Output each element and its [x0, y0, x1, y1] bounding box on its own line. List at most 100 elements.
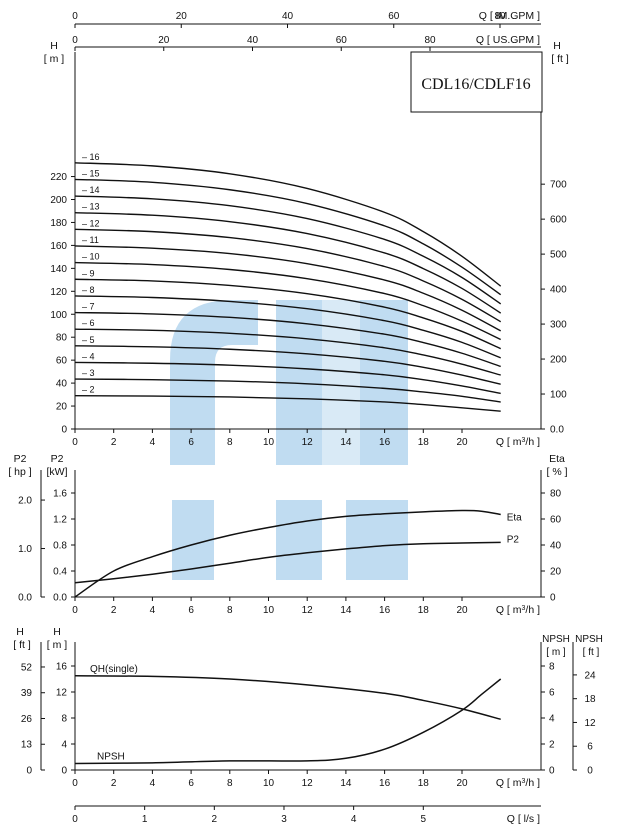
head-ft-tick-label: 700	[550, 180, 567, 191]
power-hp-tick-label: 0.0	[18, 593, 32, 604]
stage-label-15: – 15	[82, 168, 100, 178]
power-curve-p2	[74, 541, 501, 584]
npsh-q-tick-label: 4	[150, 778, 156, 789]
head-ft-tick-label: 600	[550, 215, 567, 226]
power-q-tick-label: 8	[227, 605, 233, 616]
stage-curve-5	[74, 345, 501, 385]
head-ft-tick-label: 200	[550, 355, 567, 366]
head-ft-axis-unit: [ ft ]	[551, 53, 569, 65]
head-m-tick-label: 180	[50, 218, 67, 229]
power-q-tick-label: 12	[302, 605, 314, 616]
stage-label-7: – 7	[82, 302, 95, 312]
power-q-tick-label: 0	[72, 605, 78, 616]
stage-label-13: – 13	[82, 202, 100, 212]
npsh-q-axis-label: Q [ m3/h ]	[496, 777, 540, 789]
imgpm-tick-label: 80	[494, 11, 506, 22]
head-m-tick-label: 80	[56, 333, 68, 344]
power-q-tick-label: 16	[379, 605, 391, 616]
head-q-tick-label: 12	[302, 437, 314, 448]
stage-label-3: – 3	[82, 368, 95, 378]
power-q-tick-label: 4	[150, 605, 156, 616]
npsh-q-tick-label: 10	[263, 778, 275, 789]
stage-curve-13	[74, 212, 502, 314]
head-ft-tick-label: 500	[550, 250, 567, 261]
npsh-ft-axis-unit: [ ft ]	[583, 647, 600, 658]
power-eta-tick-label: 80	[550, 489, 562, 500]
stage-curve-7	[74, 311, 501, 368]
watermark-letter-p	[346, 300, 408, 580]
npsh-q-tick-label: 6	[188, 778, 194, 789]
stage-curve-14	[74, 195, 502, 305]
ls-tick-label: 4	[351, 814, 357, 825]
head-m-tick-label: 120	[50, 287, 67, 298]
watermark-letter-c-upper	[170, 300, 258, 465]
head-q-tick-label: 0	[72, 437, 78, 448]
npsh-ft-tick-label: 6	[587, 742, 593, 753]
head-m-tick-label: 140	[50, 264, 67, 275]
npsh-m-tick-label: 6	[549, 688, 555, 699]
stage-label-10: – 10	[82, 252, 100, 262]
power-hp-tick-label: 2.0	[18, 496, 32, 507]
stage-curve-11	[74, 245, 502, 332]
imgpm-tick-label: 0	[72, 11, 78, 22]
npsh-hm-axis-unit: [ m ]	[47, 639, 67, 651]
npsh-q-tick-label: 12	[302, 778, 314, 789]
head-q-tick-label: 10	[263, 437, 275, 448]
imgpm-axis-label: Q [ IM.GPM ]	[479, 10, 540, 22]
power-eta-tick-label: 60	[550, 515, 562, 526]
stage-label-16: – 16	[82, 152, 100, 162]
power-q-tick-label: 20	[456, 605, 468, 616]
stage-label-11: – 11	[82, 235, 99, 245]
npsh-hft-axis-unit: [ ft ]	[13, 639, 31, 651]
stage-curve-12	[74, 228, 502, 323]
npsh-curve-qh-single	[74, 675, 501, 721]
stage-curve-16	[74, 162, 502, 287]
stage-label-4: – 4	[82, 351, 95, 361]
ls-tick-label: 1	[142, 814, 148, 825]
power-q-tick-label: 18	[418, 605, 430, 616]
npsh-q-tick-label: 8	[227, 778, 233, 789]
usgpm-tick-label: 80	[424, 35, 436, 46]
power-hp-axis-unit: [ hp ]	[8, 466, 31, 478]
stage-label-5: – 5	[82, 335, 95, 345]
power-kw-tick-label: 1.6	[53, 489, 67, 500]
chart-title: CDL16/CDLF16	[421, 76, 530, 93]
npsh-m-axis-name: NPSH	[542, 634, 570, 645]
npsh-hft-tick-label: 13	[21, 740, 33, 751]
power-q-tick-label: 6	[188, 605, 194, 616]
stage-label-12: – 12	[82, 218, 100, 228]
head-q-tick-label: 16	[379, 437, 391, 448]
top-flow-axes: 0 20 40 60 80Q [ IM.GPM ]0 20 40 60 80 Q [ US.GPM…	[72, 10, 541, 51]
ls-tick-label: 0	[72, 814, 78, 825]
npsh-curve-npsh	[74, 678, 502, 765]
title-frame	[410, 51, 543, 113]
npsh-m-tick-label: 4	[549, 714, 555, 725]
head-q-tick-label: 20	[456, 437, 468, 448]
power-hp-tick-label: 1.0	[18, 544, 32, 555]
power-q-axis-label: Q [ m3/h ]	[496, 604, 540, 616]
npsh-hm-tick-label: 16	[56, 662, 68, 673]
npsh-q-tick-label: 0	[72, 778, 78, 789]
head-q-tick-label: 4	[150, 437, 156, 448]
power-series-label-p2: P2	[507, 534, 520, 545]
power-series-label-eta: Eta	[507, 512, 522, 523]
usgpm-axis-label: Q [ US.GPM ]	[476, 34, 540, 46]
npsh-hm-tick-label: 0	[61, 766, 67, 777]
power-efficiency-chart: 0 2 4 6 8 10 12 14 16 18 20 Q [ m3/h ] 0.0 0.4 0.8 1.2 1…	[8, 453, 567, 616]
npsh-q-tick-label: 2	[111, 778, 117, 789]
npsh-hft-tick-label: 0	[26, 766, 32, 777]
head-ft-tick-label: 300	[550, 320, 567, 331]
npsh-m-tick-label: 2	[549, 740, 555, 751]
npsh-hm-tick-label: 4	[61, 740, 67, 751]
ls-tick-label: 5	[421, 814, 427, 825]
head-chart: 0204060801001201401601802002200.01002003…	[44, 40, 569, 448]
power-q-tick-label: 2	[111, 605, 117, 616]
npsh-ft-axis-name: NPSH	[575, 634, 603, 645]
npsh-m-tick-label: 8	[549, 662, 555, 673]
stage-curve-4	[74, 361, 501, 395]
npsh-hm-axis-name: H	[53, 626, 61, 638]
stage-curve-2	[74, 395, 501, 412]
head-m-axis-name: H	[50, 40, 58, 52]
npsh-chart: 0 2 4 6 8 10 12 14 16 18 20 Q [ m3/h ]0481216013263…	[13, 626, 603, 789]
